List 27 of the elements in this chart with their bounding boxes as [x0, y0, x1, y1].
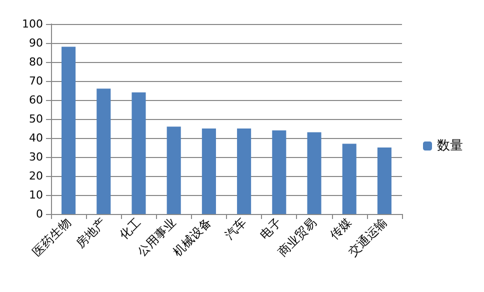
y-tick-label: 70 — [29, 74, 43, 88]
bar — [132, 92, 146, 214]
y-tick-label: 20 — [29, 170, 43, 182]
x-tick-label: 传媒 — [327, 215, 354, 242]
bar — [166, 126, 181, 214]
y-tick-label: 100 — [22, 18, 43, 30]
bar — [202, 128, 216, 214]
bar — [96, 88, 111, 214]
bar — [377, 148, 392, 214]
y-tick-label: 80 — [29, 56, 43, 68]
bar — [237, 128, 252, 214]
x-tick-label: 汽车 — [222, 215, 249, 242]
y-tick-label: 60 — [29, 94, 43, 106]
bar — [307, 132, 322, 214]
y-tick-label: 0 — [36, 208, 43, 220]
y-tick-label: 10 — [29, 188, 43, 202]
y-tick-label: 90 — [29, 36, 43, 50]
x-tick-label: 电子 — [257, 215, 284, 242]
y-tick-label: 50 — [29, 112, 43, 126]
bar — [342, 144, 356, 214]
y-tick-label: 30 — [29, 150, 43, 164]
y-tick-label: 40 — [29, 132, 43, 144]
bar — [62, 46, 76, 214]
legend-label: 数量 — [437, 138, 463, 154]
bar — [272, 130, 286, 214]
x-tick-label: 化工 — [116, 215, 144, 242]
x-tick-label: 房地产 — [73, 215, 109, 250]
